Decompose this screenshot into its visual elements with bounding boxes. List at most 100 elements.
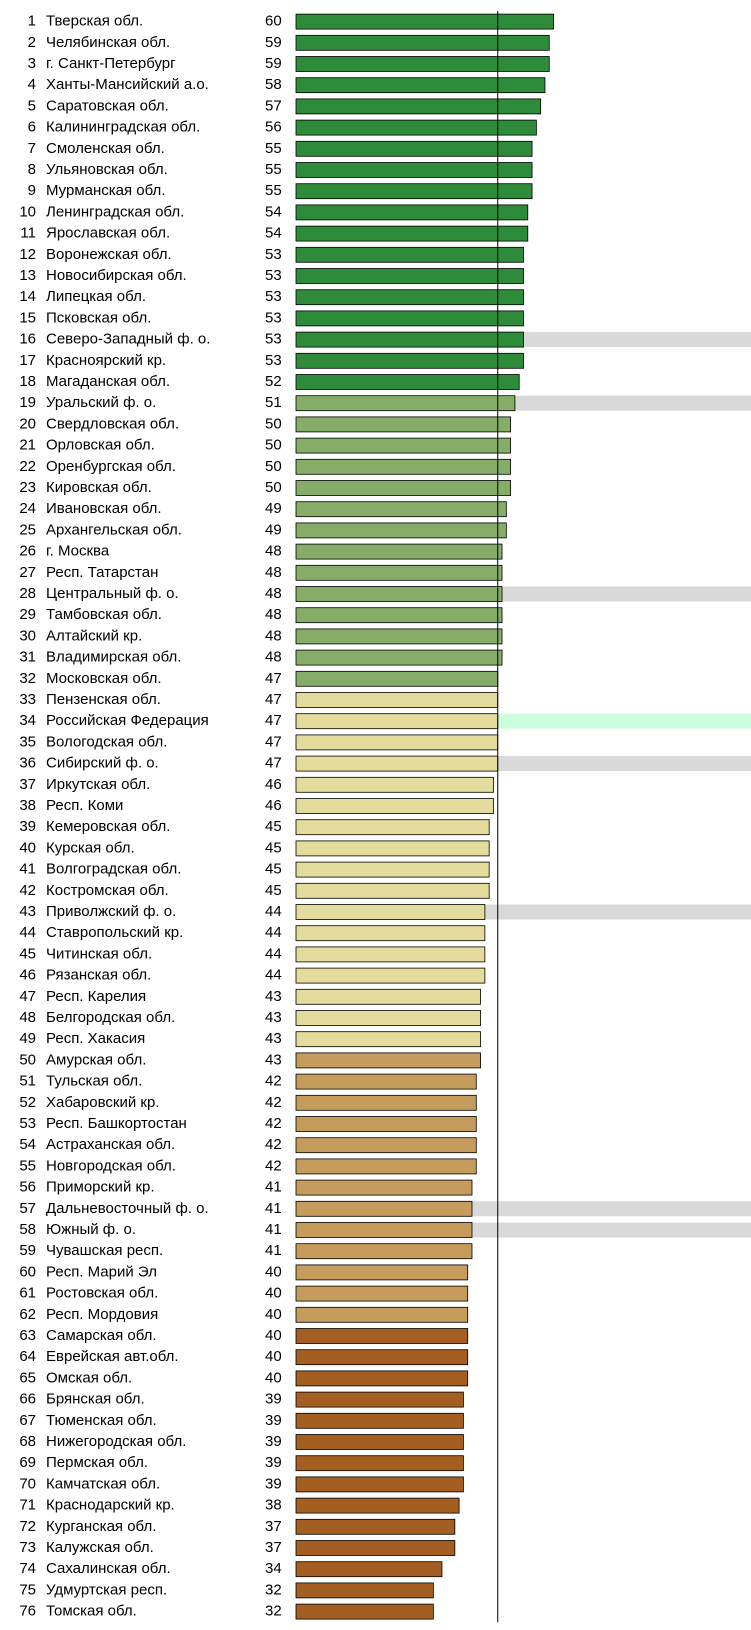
value-label: 37 [265, 1539, 282, 1556]
value-label: 43 [265, 1051, 282, 1068]
rank: 34 [19, 712, 36, 729]
bar [295, 649, 503, 666]
value-label: 50 [265, 479, 282, 496]
bar [295, 310, 524, 327]
rank: 71 [19, 1497, 36, 1514]
value-label: 40 [265, 1285, 282, 1302]
value-label: 45 [265, 861, 282, 878]
value-label: 40 [265, 1263, 282, 1280]
region-name: Респ. Татарстан [46, 564, 158, 581]
bar [295, 988, 481, 1005]
bar [295, 1540, 456, 1556]
bar [295, 374, 520, 390]
region-name: Еврейская авт.обл. [46, 1348, 179, 1365]
bar [295, 1561, 443, 1578]
value-label: 40 [265, 1306, 282, 1323]
bar [295, 289, 524, 306]
bar [295, 1200, 473, 1217]
rank: 41 [19, 861, 36, 878]
region-name: Респ. Карелия [46, 988, 146, 1005]
bar [295, 1328, 469, 1344]
bar [295, 1010, 481, 1026]
region-name: Амурская обл. [46, 1051, 146, 1068]
region-name: Сахалинская обл. [46, 1560, 171, 1577]
region-name: Пермская обл. [46, 1454, 148, 1471]
region-name: Новосибирская обл. [46, 267, 187, 284]
region-name: Тюменская обл. [46, 1412, 157, 1429]
bar [295, 162, 533, 178]
rank: 43 [19, 903, 36, 920]
value-label: 46 [265, 776, 282, 793]
region-name: Ставропольский кр. [46, 924, 183, 941]
value-label: 41 [265, 1242, 282, 1259]
value-label: 42 [265, 1115, 282, 1132]
rank: 5 [28, 97, 36, 114]
rank: 7 [28, 140, 36, 157]
rank: 15 [19, 309, 36, 326]
bar [295, 543, 503, 560]
bar [295, 352, 524, 369]
bar [295, 34, 550, 51]
bar [295, 119, 537, 136]
value-label: 52 [265, 373, 282, 390]
value-label: 42 [265, 1094, 282, 1111]
bar [295, 798, 494, 814]
rank: 65 [19, 1369, 36, 1386]
bar [295, 1434, 464, 1450]
rank: 11 [20, 225, 36, 242]
rank: 49 [19, 1030, 36, 1047]
rank: 57 [19, 1200, 36, 1217]
bar [295, 437, 512, 454]
bar [295, 1603, 434, 1620]
bar [295, 607, 503, 624]
value-label: 53 [265, 246, 282, 263]
value-label: 43 [265, 1030, 282, 1047]
region-name: Томская обл. [46, 1603, 137, 1620]
value-label: 56 [265, 119, 282, 136]
bar [295, 946, 486, 963]
rank: 48 [19, 1009, 36, 1026]
bar [295, 1412, 464, 1429]
value-label: 48 [265, 627, 282, 644]
rank: 16 [19, 331, 36, 348]
region-name: Ивановская обл. [46, 500, 162, 517]
bar [295, 1285, 469, 1302]
region-name: Кировская обл. [46, 479, 152, 496]
region-name: Магаданская обл. [46, 373, 170, 390]
value-label: 47 [265, 712, 282, 729]
rank: 40 [19, 839, 36, 856]
region-name: Ханты-Мансийский а.о. [46, 76, 209, 93]
region-name: Калининградская обл. [46, 119, 200, 136]
bar [295, 56, 550, 72]
region-name: Новгородская обл. [46, 1157, 176, 1174]
bar [295, 628, 503, 645]
region-name: г. Москва [46, 543, 110, 560]
region-name: Воронежская обл. [46, 246, 172, 263]
bar [295, 1455, 464, 1472]
value-label: 53 [265, 309, 282, 326]
rank: 4 [28, 76, 36, 93]
value-label: 38 [265, 1497, 282, 1514]
region-name: Кемеровская обл. [46, 818, 170, 835]
value-label: 59 [265, 34, 282, 51]
rank: 33 [19, 691, 36, 708]
rank: 6 [28, 119, 36, 136]
region-name: Камчатская обл. [46, 1475, 160, 1492]
value-label: 60 [265, 13, 282, 30]
region-name: Уральский ф. о. [46, 394, 156, 411]
value-label: 37 [265, 1518, 282, 1535]
region-name: Респ. Коми [46, 797, 123, 814]
value-label: 53 [265, 331, 282, 348]
region-name: Респ. Мордовия [46, 1306, 158, 1323]
rank: 58 [19, 1221, 36, 1238]
value-label: 48 [265, 585, 282, 602]
rank: 31 [19, 649, 36, 666]
value-label: 46 [265, 797, 282, 814]
rank: 50 [19, 1051, 36, 1068]
value-label: 40 [265, 1348, 282, 1365]
region-name: Чувашская респ. [46, 1242, 163, 1259]
rank: 28 [19, 585, 36, 602]
rank: 19 [19, 394, 36, 411]
rank: 27 [19, 564, 36, 581]
